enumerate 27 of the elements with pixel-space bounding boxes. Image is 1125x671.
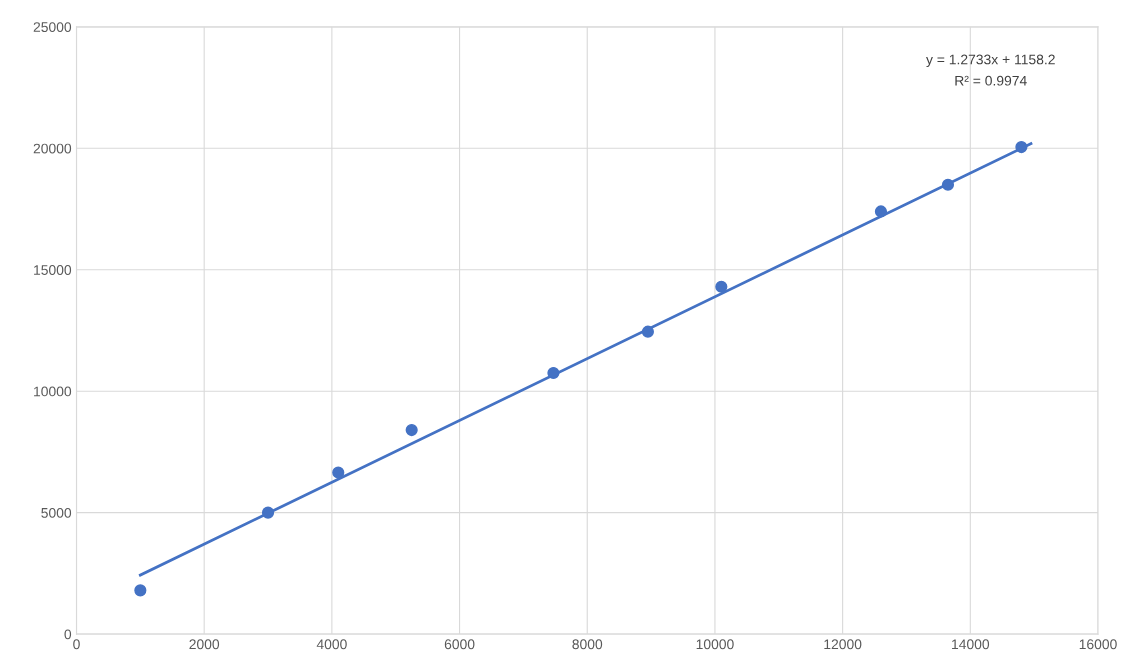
y-tick-label: 5000 <box>41 507 72 518</box>
point <box>134 584 147 597</box>
point <box>405 423 418 437</box>
point <box>547 366 560 380</box>
y-tick-label: 0 <box>64 629 72 640</box>
annotation: y = 1.2733x + 1158.2 <box>926 54 1055 68</box>
point <box>1015 141 1028 154</box>
point <box>332 466 345 479</box>
x-tick-label: 0 <box>73 639 80 650</box>
annotation: R² = 0.9974 <box>955 75 1027 86</box>
point <box>874 205 888 218</box>
x-tick-label: 8000 <box>572 639 603 650</box>
x-tick-label: 6000 <box>444 639 475 650</box>
point <box>941 178 955 191</box>
point <box>641 325 654 338</box>
y-tick-label: 15000 <box>34 265 72 275</box>
y-tick-label: 20000 <box>33 143 72 154</box>
x-tick-label: 4000 <box>316 639 347 650</box>
point <box>261 506 275 519</box>
y-tick-label: 10000 <box>34 386 72 397</box>
x-tick-label: 12000 <box>824 639 862 650</box>
x-tick-label: 10000 <box>696 639 734 650</box>
x-tick-label: 16000 <box>1079 639 1117 650</box>
point <box>715 280 728 293</box>
y-tick-label: 25000 <box>33 22 72 33</box>
x-tick-label: 14000 <box>952 639 990 650</box>
x-tick-label: 2000 <box>189 639 220 650</box>
